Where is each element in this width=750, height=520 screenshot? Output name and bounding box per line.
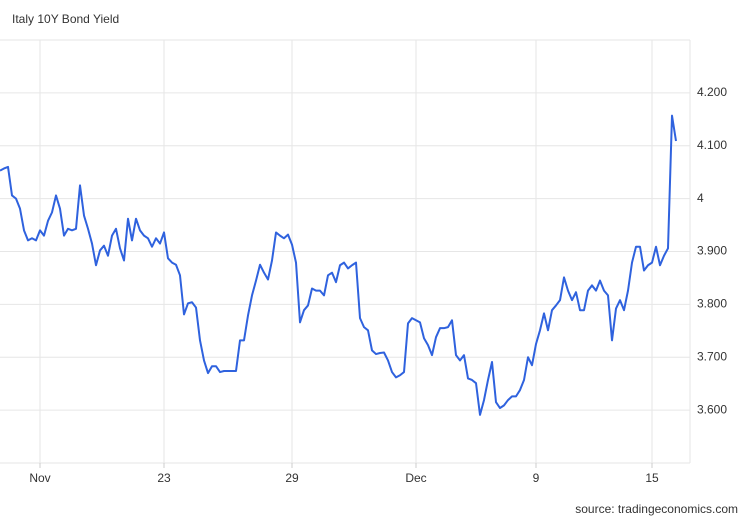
data-line xyxy=(0,114,677,416)
x-tick-label: 23 xyxy=(157,471,171,485)
x-tick-label: 9 xyxy=(533,471,540,485)
x-tick-label: Nov xyxy=(29,471,50,485)
x-tick-label: 29 xyxy=(285,471,299,485)
y-tick-label: 4.100 xyxy=(697,138,727,152)
x-tick-label: 15 xyxy=(645,471,659,485)
y-tick-label: 3.700 xyxy=(697,349,727,363)
y-tick-label: 4 xyxy=(697,191,704,205)
source-note: source: tradingeconomics.com xyxy=(575,502,738,516)
y-tick-label: 3.800 xyxy=(697,297,727,311)
chart-title: Italy 10Y Bond Yield xyxy=(12,12,119,26)
y-tick-label: 3.900 xyxy=(697,244,727,258)
y-tick-label: 4.200 xyxy=(697,85,727,99)
y-tick-label: 3.600 xyxy=(697,402,727,416)
x-tick-label: Dec xyxy=(405,471,426,485)
